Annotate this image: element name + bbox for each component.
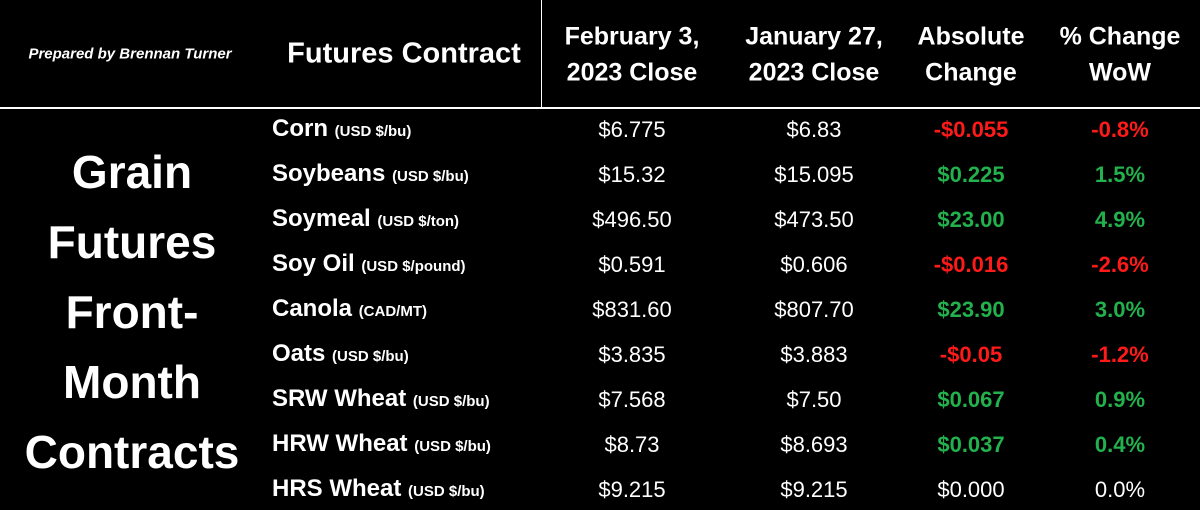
cell-value: $15.095 (774, 162, 854, 187)
cell-value: $0.067 (937, 387, 1005, 412)
contract-unit: (USD $/bu) (392, 168, 469, 185)
column-header: February 3, (564, 22, 700, 51)
cell-value: $0.000 (937, 477, 1005, 502)
column-header: Absolute (917, 22, 1025, 51)
cell-value: $9.215 (598, 477, 666, 502)
cell-value: $0.606 (780, 252, 848, 277)
contract-label: Soy Oil (272, 250, 355, 277)
contract-label: HRW Wheat (272, 430, 408, 457)
cell-value: $3.835 (598, 342, 666, 367)
cell-value: $807.70 (774, 297, 854, 322)
contract-unit: (USD $/pound) (361, 258, 466, 275)
column-header: 2023 Close (566, 58, 698, 87)
cell-value: $831.60 (592, 297, 672, 322)
contract-name: Soymeal (USD $/ton) (272, 207, 459, 231)
cell-value: 0.0% (1094, 477, 1146, 502)
column-header: January 27, (745, 22, 883, 51)
cell-value: $0.591 (598, 252, 666, 277)
contract-unit: (CAD/MT) (358, 303, 428, 320)
cell-value: $496.50 (592, 207, 672, 232)
side-title-line: Futures (47, 216, 217, 268)
cell-value: 1.5% (1094, 162, 1146, 187)
contract-name: HRW Wheat (USD $/bu) (272, 432, 491, 456)
cell-value: $3.883 (780, 342, 848, 367)
contract-name: Soy Oil (USD $/pound) (272, 252, 466, 276)
contract-name: Canola (CAD/MT) (272, 297, 427, 321)
cell-value: $23.00 (937, 207, 1005, 232)
column-divider (541, 0, 542, 108)
cell-value: 0.9% (1094, 387, 1146, 412)
contract-name: Soybeans (USD $/bu) (272, 162, 469, 186)
contract-label: Corn (272, 115, 328, 142)
column-header: % Change (1059, 22, 1181, 51)
cell-value: $23.90 (937, 297, 1005, 322)
contract-name: HRS Wheat (USD $/bu) (272, 477, 485, 501)
contract-unit: (USD $/ton) (377, 213, 460, 230)
side-title-line: Month (63, 356, 201, 408)
cell-value: 3.0% (1094, 297, 1146, 322)
cell-value: -$0.016 (933, 252, 1009, 277)
contract-unit: (USD $/bu) (412, 393, 490, 410)
contract-name: Corn (USD $/bu) (272, 117, 411, 141)
contract-unit: (USD $/bu) (332, 348, 409, 365)
contract-label: Oats (272, 340, 326, 367)
side-title-line: Contracts (24, 426, 240, 478)
cell-value: 4.9% (1094, 207, 1146, 232)
cell-value: $8.73 (604, 432, 660, 457)
cell-value: 0.4% (1094, 432, 1146, 457)
side-title-line: Grain (71, 146, 193, 198)
contract-unit: (USD $/bu) (334, 123, 412, 140)
credit: Prepared by Brennan Turner (28, 45, 232, 63)
cell-value: $7.50 (786, 387, 842, 412)
column-header: WoW (1088, 58, 1152, 87)
contract-unit: (USD $/bu) (408, 483, 485, 500)
cell-value: $8.693 (780, 432, 848, 457)
contract-label: Soybeans (272, 160, 386, 187)
contract-header: Futures Contract (287, 37, 521, 70)
cell-value: -0.8% (1091, 117, 1149, 142)
cell-value: $0.037 (937, 432, 1005, 457)
cell-value: -$0.055 (933, 117, 1009, 142)
cell-value: $9.215 (780, 477, 848, 502)
contract-label: Soymeal (272, 205, 371, 232)
cell-value: $15.32 (598, 162, 666, 187)
cell-value: -$0.05 (939, 342, 1003, 367)
column-header: 2023 Close (748, 58, 880, 87)
contract-label: HRS Wheat (272, 475, 402, 502)
contract-unit: (USD $/bu) (414, 438, 491, 455)
cell-value: $0.225 (937, 162, 1005, 187)
cell-value: $6.775 (598, 117, 666, 142)
cell-value: -1.2% (1091, 342, 1149, 367)
cell-value: $473.50 (774, 207, 854, 232)
cell-value: $6.83 (786, 117, 842, 142)
contract-label: Canola (272, 295, 353, 322)
header-divider (0, 107, 1200, 109)
side-title-line: Front- (65, 286, 199, 338)
contract-name: Oats (USD $/bu) (272, 342, 409, 366)
cell-value: -2.6% (1091, 252, 1149, 277)
column-header: Change (925, 58, 1017, 87)
cell-value: $7.568 (598, 387, 666, 412)
contract-name: SRW Wheat (USD $/bu) (272, 387, 490, 411)
contract-label: SRW Wheat (272, 385, 407, 412)
